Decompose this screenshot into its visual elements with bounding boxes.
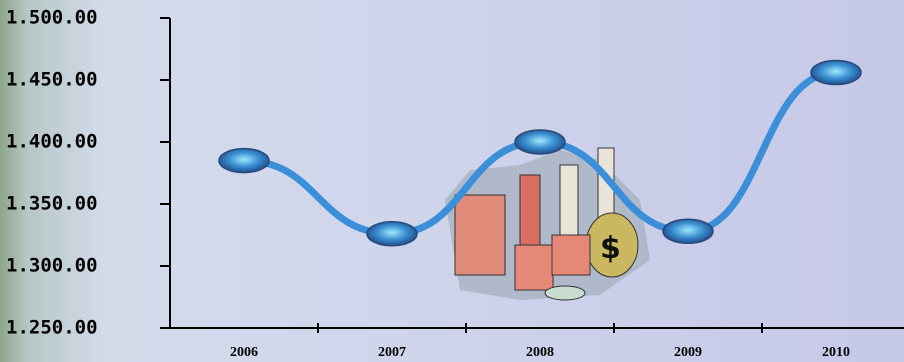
y-tick-label: 1.350.00 <box>6 193 98 215</box>
data-point <box>810 59 862 86</box>
data-point <box>662 218 714 245</box>
y-tick-label: 1.300.00 <box>6 255 98 277</box>
x-tick-label: 2006 <box>230 345 258 360</box>
svg-text:$: $ <box>600 231 621 266</box>
y-tick-label: 1.400.00 <box>6 131 98 153</box>
x-tick-label: 2008 <box>526 345 554 360</box>
y-tick-label: 1.250.00 <box>6 317 98 339</box>
x-tick-label: 2009 <box>674 345 702 360</box>
y-tick-label: 1.500.00 <box>6 7 98 29</box>
y-tick-label: 1.450.00 <box>6 69 98 91</box>
data-point <box>514 129 566 155</box>
data-point <box>218 147 270 174</box>
x-tick-label: 2010 <box>822 345 850 360</box>
x-tick-label: 2007 <box>378 345 406 360</box>
data-point <box>366 221 418 247</box>
